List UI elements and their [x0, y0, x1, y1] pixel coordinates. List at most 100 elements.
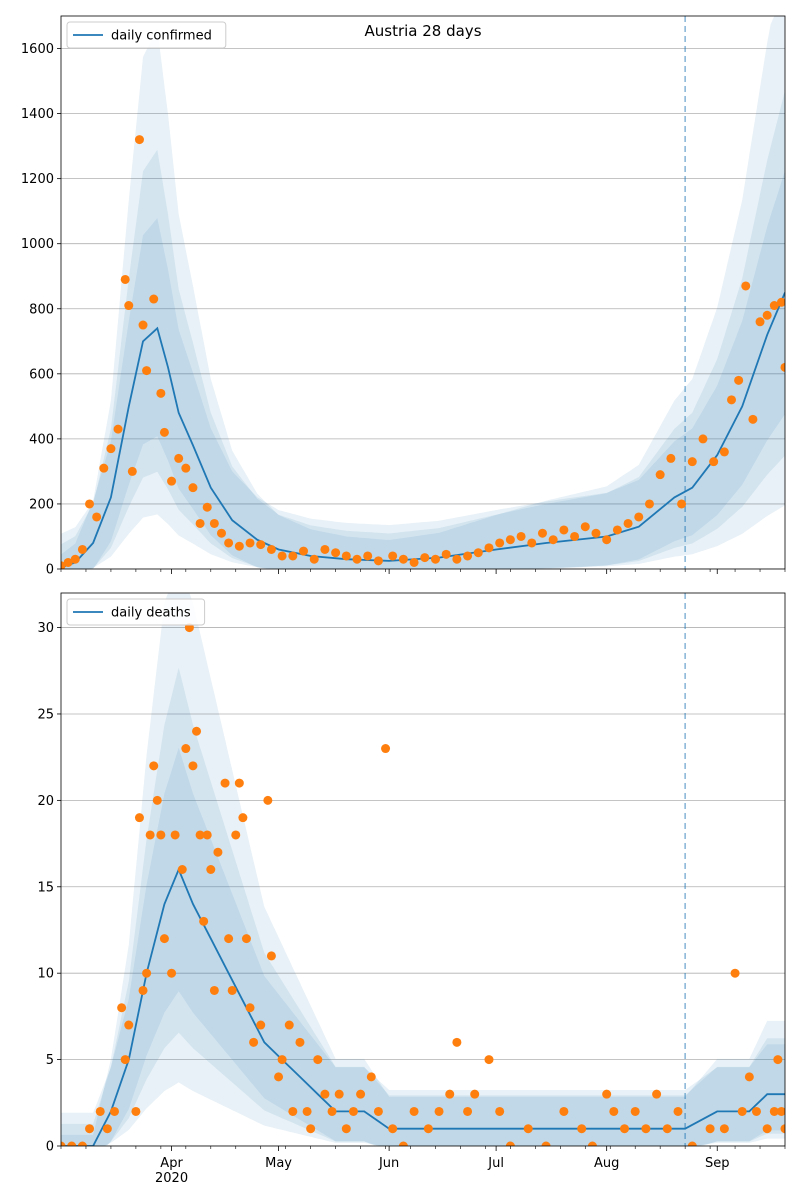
data-point	[202, 502, 212, 512]
data-point	[170, 830, 180, 840]
y-tick-label: 25	[37, 707, 54, 722]
data-point	[463, 1106, 473, 1116]
data-point	[149, 761, 159, 771]
data-point	[263, 795, 273, 805]
confirmed-chart: 0 200 400 600 800 1000 1200 1400 1600 Austria 28 …	[21, 15, 786, 578]
uncertainty-band	[61, 16, 785, 569]
plot-area	[61, 593, 785, 1146]
data-point	[423, 1124, 433, 1134]
data-point	[662, 1124, 672, 1134]
data-point	[409, 557, 419, 567]
data-point	[256, 540, 266, 550]
data-point	[231, 830, 241, 840]
data-point	[124, 1020, 134, 1030]
x-tick-label: Jul	[487, 1156, 504, 1171]
data-point	[327, 1106, 337, 1116]
data-point	[559, 525, 569, 535]
data-point	[188, 761, 198, 771]
uncertainty-band	[61, 90, 785, 569]
y-tick-label: 30	[37, 621, 54, 636]
data-point	[113, 424, 123, 434]
x-tick-label: Apr	[160, 1156, 183, 1171]
data-point	[623, 518, 633, 528]
data-point	[227, 985, 237, 995]
data-point	[181, 744, 191, 754]
data-point	[709, 457, 719, 467]
data-point	[77, 1141, 87, 1146]
data-point	[341, 1124, 351, 1134]
data-point	[67, 1141, 77, 1146]
data-point	[388, 1124, 398, 1134]
y-tick-label: 1200	[21, 172, 54, 187]
data-point	[652, 1089, 662, 1099]
axes-frame	[60, 592, 786, 1147]
data-point	[495, 538, 505, 548]
data-point	[209, 985, 219, 995]
data-point	[780, 1124, 785, 1134]
data-point	[209, 518, 219, 528]
data-point	[295, 1037, 305, 1047]
data-point	[744, 1072, 754, 1082]
data-point	[430, 554, 440, 564]
data-point	[61, 1141, 66, 1146]
data-point	[441, 549, 451, 559]
data-point	[192, 726, 202, 736]
data-point	[120, 1055, 130, 1065]
data-point	[320, 1089, 330, 1099]
y-tick-label: 5	[46, 1053, 54, 1068]
data-point	[620, 1124, 630, 1134]
data-point	[142, 968, 152, 978]
data-point	[224, 538, 234, 548]
data-point	[331, 548, 341, 558]
data-point	[245, 1003, 255, 1013]
data-point	[602, 1089, 612, 1099]
data-point	[120, 274, 130, 284]
data-point	[117, 1003, 127, 1013]
data-point	[156, 830, 166, 840]
data-point	[277, 1055, 287, 1065]
data-point	[77, 544, 87, 554]
data-point	[409, 1106, 419, 1116]
y-tick-label: 10	[37, 967, 54, 982]
data-point	[373, 556, 383, 566]
data-point	[181, 463, 191, 473]
data-point	[776, 297, 785, 307]
data-point	[673, 1106, 683, 1116]
data-point	[174, 453, 184, 463]
data-point	[238, 813, 248, 823]
data-point	[234, 778, 244, 788]
y-tick-label: 400	[29, 432, 54, 447]
data-point	[145, 830, 155, 840]
data-point	[719, 1124, 729, 1134]
data-point	[202, 830, 212, 840]
data-point	[495, 1106, 505, 1116]
data-point	[698, 434, 708, 444]
data-point	[602, 535, 612, 545]
data-point	[463, 551, 473, 561]
data-point	[484, 543, 494, 553]
data-point	[641, 1124, 651, 1134]
data-point	[152, 795, 162, 805]
data-point	[769, 1106, 779, 1116]
data-point	[188, 483, 198, 493]
data-point	[373, 1106, 383, 1116]
data-point	[134, 813, 144, 823]
data-point	[452, 1037, 462, 1047]
data-point	[762, 1124, 772, 1134]
data-point	[741, 281, 751, 291]
legend-box	[66, 598, 206, 626]
y-tick-label: 15	[37, 880, 54, 895]
data-point	[177, 865, 187, 874]
data-point	[505, 535, 515, 545]
data-point	[452, 554, 462, 564]
data-point	[266, 951, 276, 961]
legend-label: daily confirmed	[111, 29, 212, 44]
data-point	[70, 554, 80, 564]
data-point	[591, 528, 601, 538]
data-point	[85, 1124, 95, 1134]
data-point	[245, 538, 255, 548]
legend: daily deaths	[66, 598, 206, 626]
data-point	[277, 551, 287, 561]
y-tick-label: 0	[46, 563, 54, 578]
data-point	[288, 551, 298, 561]
